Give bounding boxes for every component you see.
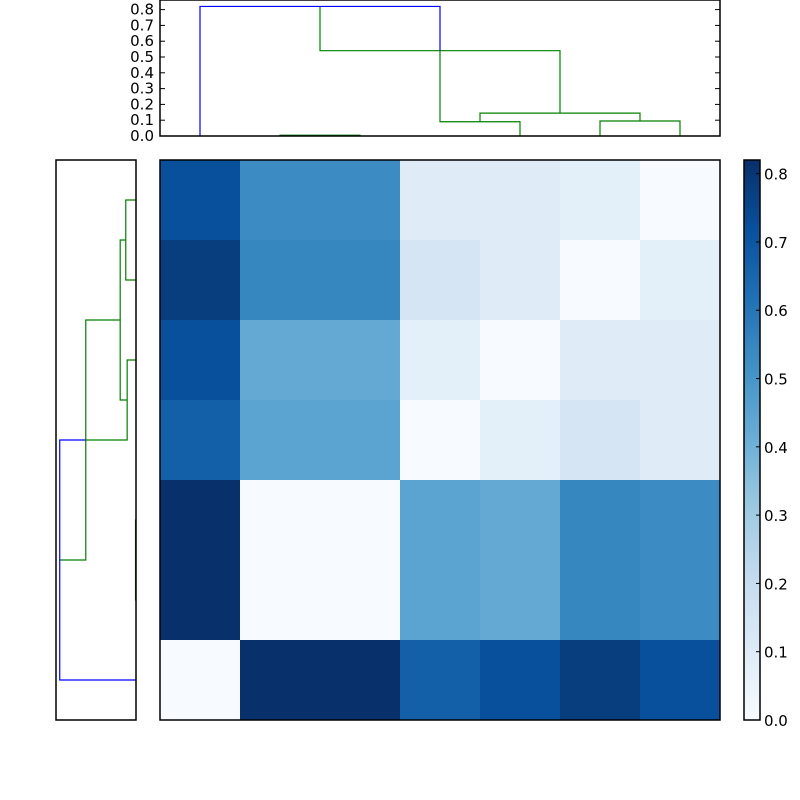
heatmap-cell	[640, 320, 721, 401]
y-tick-label: 0.2	[130, 95, 154, 113]
y-tick-label: 0.1	[130, 111, 154, 129]
dendrogram-link	[125, 199, 136, 281]
colorbar-tick-label: 0.2	[764, 575, 788, 593]
dendrogram-link	[439, 50, 521, 136]
top-dendrogram: 0.00.10.20.30.40.50.60.70.8	[130, 0, 721, 145]
y-tick-label: 0.6	[130, 32, 154, 50]
dendrogram-link	[599, 120, 681, 136]
y-tick-label: 0.8	[130, 1, 154, 19]
colorbar-tick-label: 0.3	[764, 507, 788, 525]
colorbar-gradient	[744, 160, 760, 720]
heatmap-cell	[400, 480, 481, 561]
heatmap-cell	[480, 320, 561, 401]
y-tick-label: 0.5	[130, 48, 154, 66]
heatmap-cell	[320, 640, 401, 721]
heatmap-cell	[240, 560, 321, 641]
heatmap-cell	[240, 320, 321, 401]
heatmap-cell	[560, 240, 641, 321]
heatmap-cell	[480, 160, 561, 241]
heatmap-cell	[400, 160, 481, 241]
heatmap-cell	[240, 160, 321, 241]
y-tick-label: 0.7	[130, 16, 154, 34]
heatmap-cell	[480, 480, 561, 561]
heatmap-cell	[320, 480, 401, 561]
left-dendrogram-frame	[55, 159, 137, 721]
colorbar-tick-label: 0.4	[764, 439, 788, 457]
heatmap-cell	[640, 560, 721, 641]
heatmap-cell	[160, 480, 241, 561]
heatmap-cell	[640, 640, 721, 721]
colorbar-tick-label: 0.0	[764, 712, 788, 730]
heatmap-cell	[480, 400, 561, 481]
heatmap-cell	[320, 160, 401, 241]
left-dendrogram	[55, 159, 137, 721]
y-tick-label: 0.4	[130, 64, 154, 82]
colorbar-tick-label: 0.5	[764, 371, 788, 389]
heatmap-cell	[320, 240, 401, 321]
heatmap-cell	[160, 560, 241, 641]
heatmap-cell	[480, 560, 561, 641]
heatmap-cell	[480, 240, 561, 321]
colorbar-tick-label: 0.1	[764, 644, 788, 662]
heatmap-cell	[640, 160, 721, 241]
heatmap-cell	[480, 640, 561, 721]
dendrogram-link	[199, 5, 441, 136]
heatmap-cell	[240, 400, 321, 481]
heatmap-cell	[160, 320, 241, 401]
heatmap	[159, 159, 721, 721]
heatmap-cell	[640, 400, 721, 481]
heatmap-cell	[400, 640, 481, 721]
heatmap-frame	[159, 159, 721, 721]
heatmap-cell	[640, 240, 721, 321]
heatmap-cell	[160, 640, 241, 721]
dendrogram-link	[59, 439, 136, 681]
colorbar-ticks: 0.0 0.1 0.2 0.3 0.4 0.5 0.6 0.7 0.8	[756, 166, 788, 730]
heatmap-cell	[240, 640, 321, 721]
heatmap-cell	[640, 480, 721, 561]
colorbar-tick-label: 0.8	[764, 166, 788, 184]
heatmap-cell	[560, 320, 641, 401]
heatmap-cell	[320, 400, 401, 481]
heatmap-cell	[560, 480, 641, 561]
heatmap-cells	[160, 160, 721, 721]
top-dendrogram-links	[199, 5, 681, 136]
heatmap-cell	[160, 240, 241, 321]
heatmap-cell	[320, 320, 401, 401]
heatmap-cell	[400, 560, 481, 641]
y-tick-label: 0.0	[130, 127, 154, 145]
heatmap-cell	[560, 160, 641, 241]
dendrogram-link	[85, 359, 136, 441]
heatmap-cell	[160, 160, 241, 241]
y-tick-label: 0.3	[130, 80, 154, 98]
heatmap-cell	[400, 240, 481, 321]
heatmap-cell	[160, 400, 241, 481]
heatmap-cell	[240, 480, 321, 561]
colorbar-tick-label: 0.7	[764, 234, 788, 252]
heatmap-cell	[320, 560, 401, 641]
top-dendrogram-y-axis: 0.00.10.20.30.40.50.60.70.8	[130, 1, 720, 145]
heatmap-cell	[400, 400, 481, 481]
heatmap-cell	[560, 400, 641, 481]
heatmap-cell	[400, 320, 481, 401]
heatmap-cell	[240, 240, 321, 321]
left-dendrogram-links	[59, 199, 137, 681]
top-dendrogram-frame	[159, 0, 721, 137]
colorbar-tick-label: 0.6	[764, 302, 788, 320]
heatmap-cell	[560, 560, 641, 641]
colorbar: 0.0 0.1 0.2 0.3 0.4 0.5 0.6 0.7 0.8	[743, 159, 788, 730]
heatmap-cell	[560, 640, 641, 721]
colorbar-frame	[743, 159, 761, 721]
